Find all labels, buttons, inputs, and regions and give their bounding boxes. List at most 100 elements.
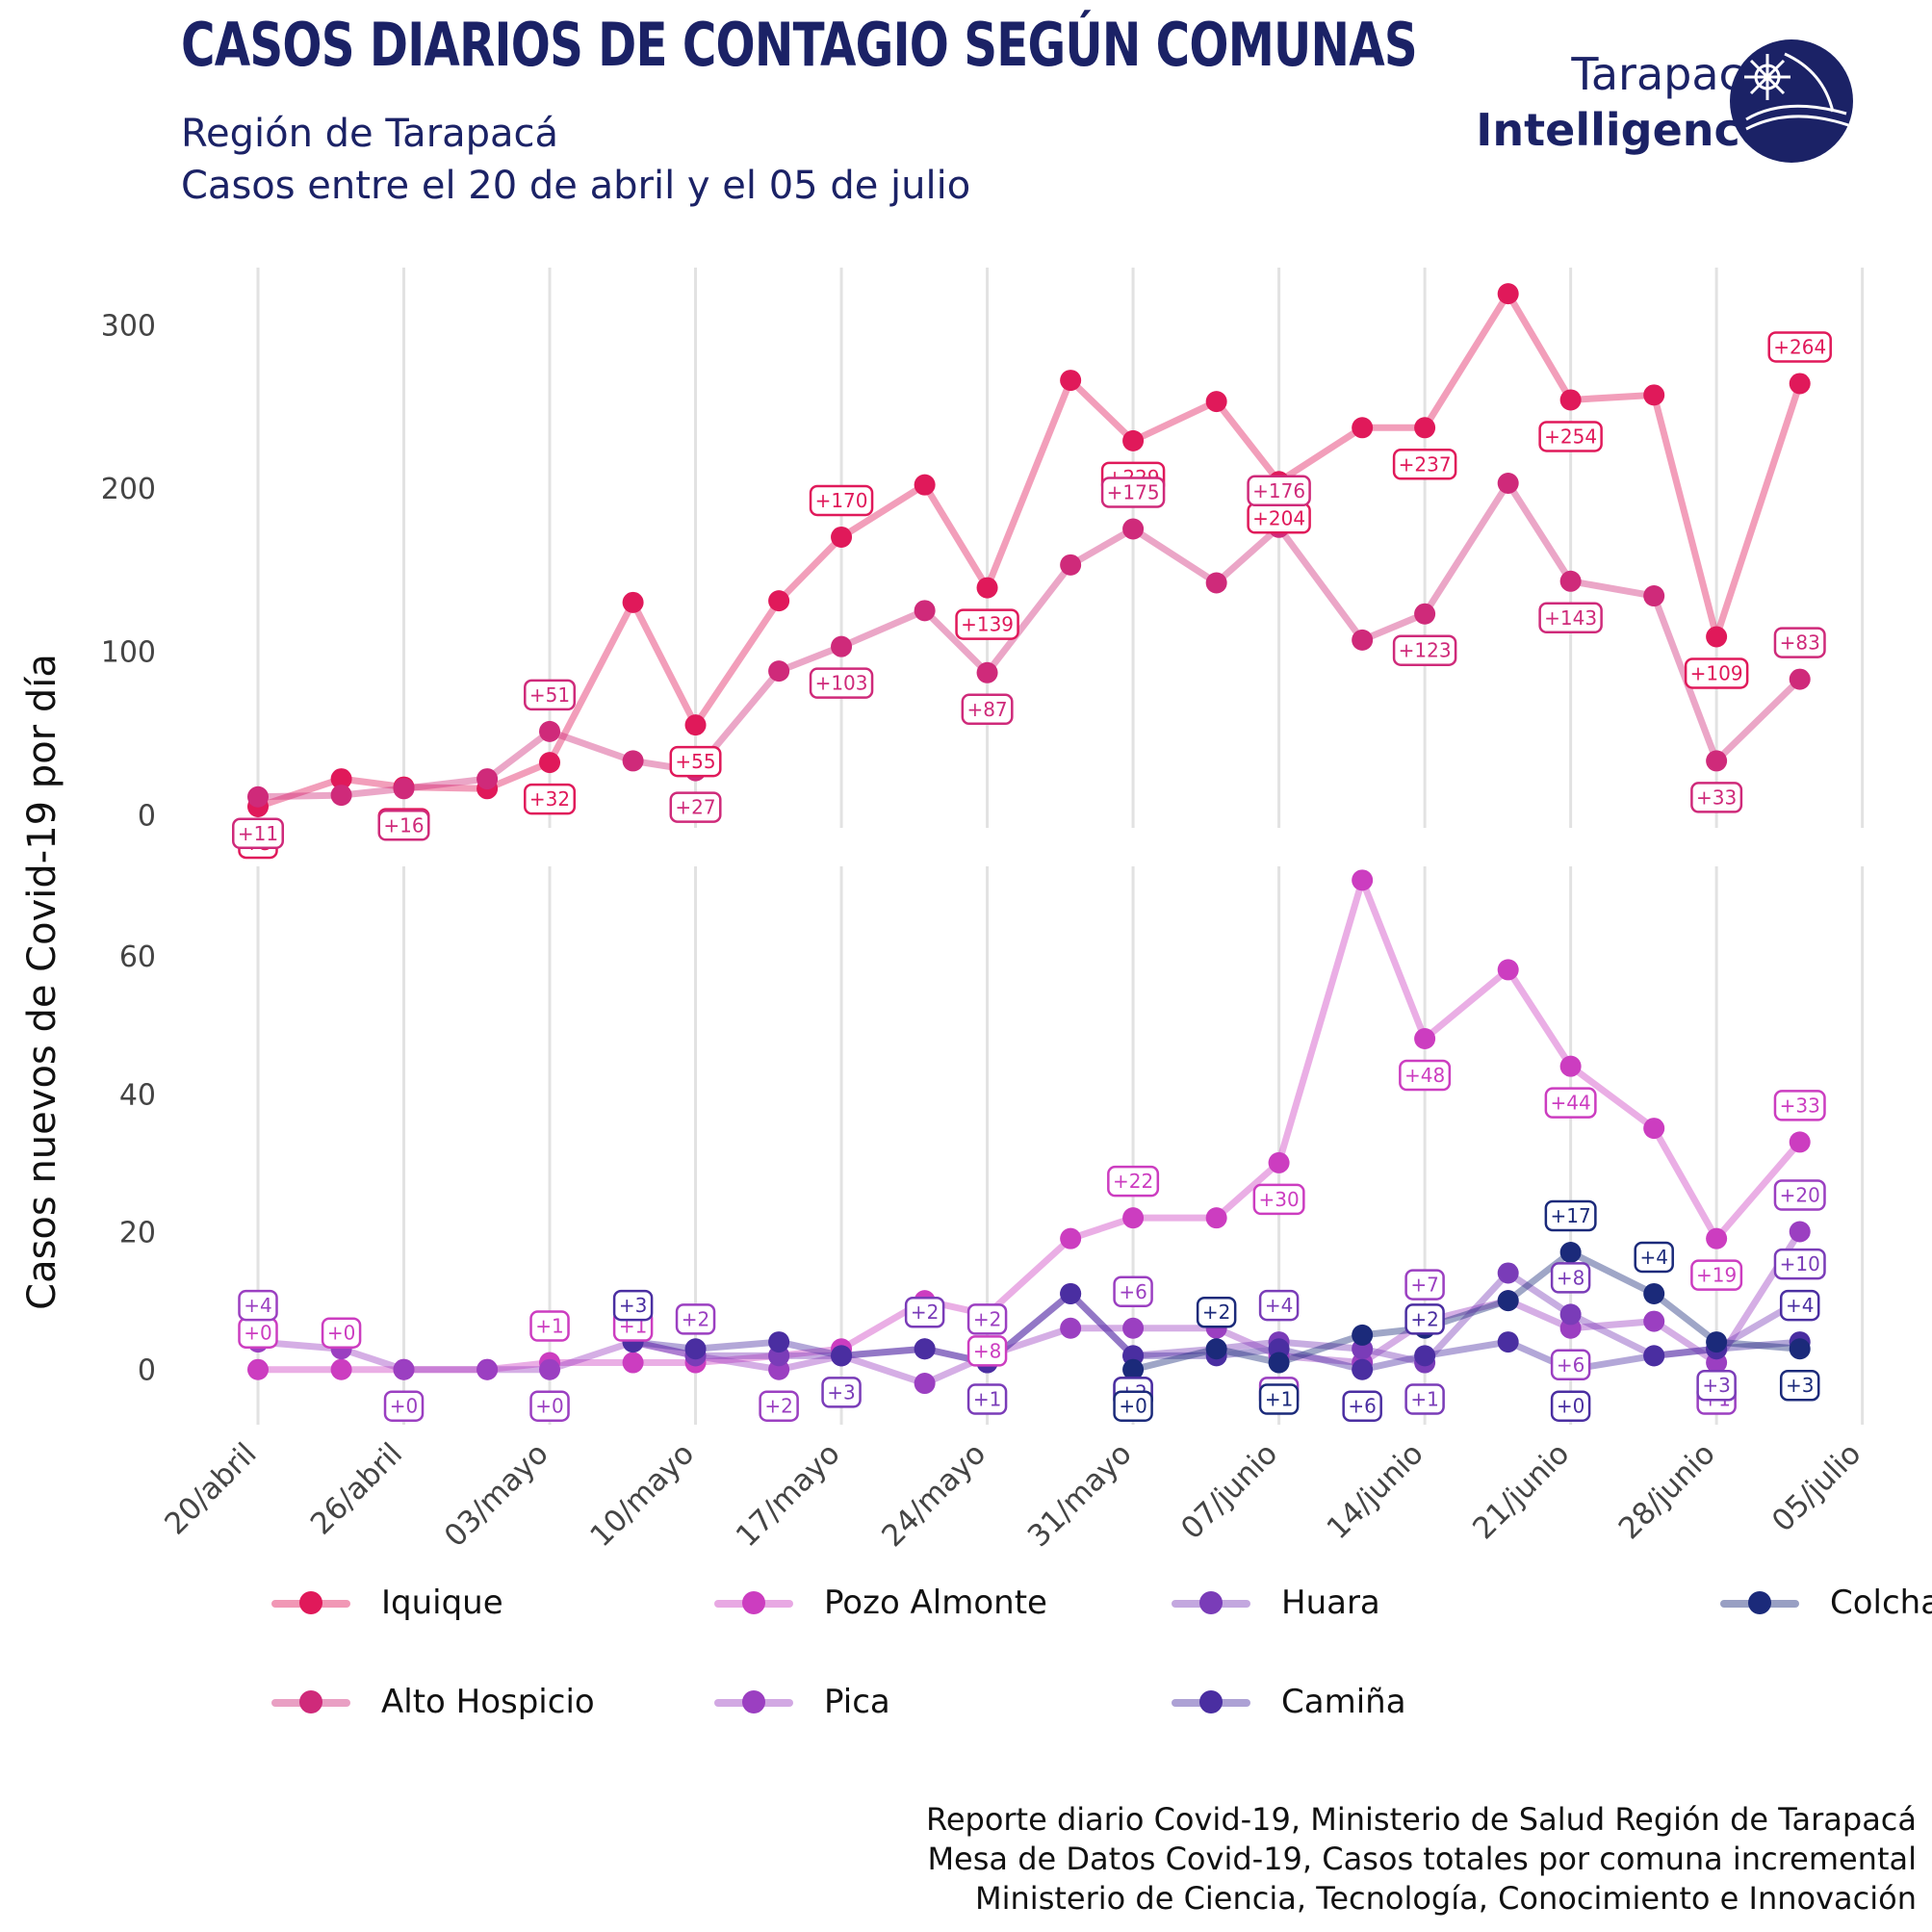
data-point [1789,373,1811,395]
data-label-box [529,1390,570,1422]
data-point [1122,429,1145,451]
data-label: +0 [327,1322,355,1345]
data-point [1706,1227,1728,1249]
data-point [477,768,499,790]
data-point [1643,384,1665,406]
source-caption: Reporte diario Covid-19, Ministerio de S… [926,1800,1917,1919]
data-point [1559,1303,1582,1326]
caption-line-2: Mesa de Datos Covid-19, Casos totales po… [927,1841,1917,1877]
data-point [330,785,352,807]
data-point [831,1345,853,1367]
data-point [1205,1207,1227,1229]
data-point [1414,417,1436,439]
data-label-box [1247,475,1311,507]
caption-line-1: Reporte diario Covid-19, Ministerio de S… [926,1801,1917,1838]
data-label: +33 [1696,786,1737,809]
data-label: +123 [1399,639,1452,662]
data-label: +44 [1551,1092,1591,1115]
chart-title: CASOS DIARIOS DE CONTAGIO SEGÚN COMUNAS [181,10,1418,80]
data-label: +27 [675,796,715,819]
x-tick-label: 21/junio [1466,1436,1576,1546]
data-label: +51 [529,683,570,707]
y-tick-label: 300 [101,309,156,343]
data-point [1497,472,1519,494]
y-tick-label: 0 [138,799,156,833]
data-label: +0 [1557,1395,1584,1418]
x-tick-label: 03/mayo [438,1436,555,1554]
data-label-box [524,783,577,815]
data-point [330,768,352,790]
data-label: +87 [966,698,1007,721]
data-label-box [1767,331,1832,363]
data-label: +55 [675,750,715,773]
data-point [1122,1207,1145,1229]
legend-label: Colchane [1830,1584,1932,1622]
data-label-box [377,810,430,841]
legend-swatch [1716,1579,1803,1627]
data-label: +103 [815,672,868,695]
data-label-box [1107,1165,1160,1198]
data-point [1706,1331,1728,1353]
caption-line-3: Ministerio de Ciencia, Tecnología, Conoc… [975,1880,1917,1917]
data-point [1414,1345,1436,1367]
legend-item: Iquique [268,1579,503,1627]
data-label-box [1779,1369,1820,1402]
data-label: +20 [1780,1184,1820,1207]
data-point [539,752,561,774]
y-tick-label: 60 [119,940,156,974]
data-label: +4 [1639,1246,1667,1269]
data-label: +1 [973,1388,1001,1411]
data-label: +83 [1780,631,1820,655]
data-label-box [1399,1059,1452,1092]
data-label-box [1113,1275,1153,1308]
data-point [1060,1282,1082,1304]
data-label-box [955,608,1019,640]
data-label-box [1538,421,1603,452]
legend-swatch [1168,1678,1254,1726]
data-label: +11 [238,822,278,845]
chart-plot: 0100200300+5+17+32+55+170+139+229+204+23… [101,268,1868,1554]
data-point [477,1358,499,1380]
series-line [1129,1249,1804,1374]
y-tick-label: 100 [101,636,156,670]
data-label: +2 [682,1307,709,1330]
legend-swatch [710,1678,797,1726]
data-point [914,1338,936,1360]
data-point [1706,750,1728,772]
data-label: +6 [1557,1353,1584,1377]
data-label: +48 [1404,1064,1445,1087]
data-label-box [1684,657,1749,689]
x-tick-label: 31/mayo [1021,1436,1139,1554]
data-point [1559,389,1582,411]
data-point [768,590,790,612]
data-label: +8 [1557,1266,1584,1289]
data-point [1789,1131,1811,1153]
data-point [914,1373,936,1395]
data-label-box [966,1303,1008,1335]
data-point [684,714,707,736]
data-point [247,786,269,808]
data-label-box [1544,1199,1597,1232]
data-label: +7 [1410,1274,1438,1297]
data-label-box [1550,1349,1591,1381]
series-line [254,876,1804,1374]
data-point [1414,1028,1436,1050]
data-label: +3 [1786,1374,1814,1397]
data-label-box [1538,602,1603,634]
legend-label: Alto Hospicio [381,1683,595,1721]
data-point [914,600,936,622]
data-point [976,577,998,599]
data-point [1706,626,1728,648]
data-label: +16 [383,813,424,837]
data-point [1789,668,1811,690]
legend-label: Camiña [1281,1683,1406,1721]
data-label-box [966,1383,1008,1415]
data-label: +0 [535,1395,563,1418]
data-point [1352,869,1374,891]
data-point [622,750,644,772]
data-label-box [1258,1383,1300,1415]
data-point [1497,1290,1519,1312]
data-label-box [1550,1262,1591,1294]
data-label: +2 [1410,1307,1438,1330]
data-label: +6 [1119,1280,1146,1303]
